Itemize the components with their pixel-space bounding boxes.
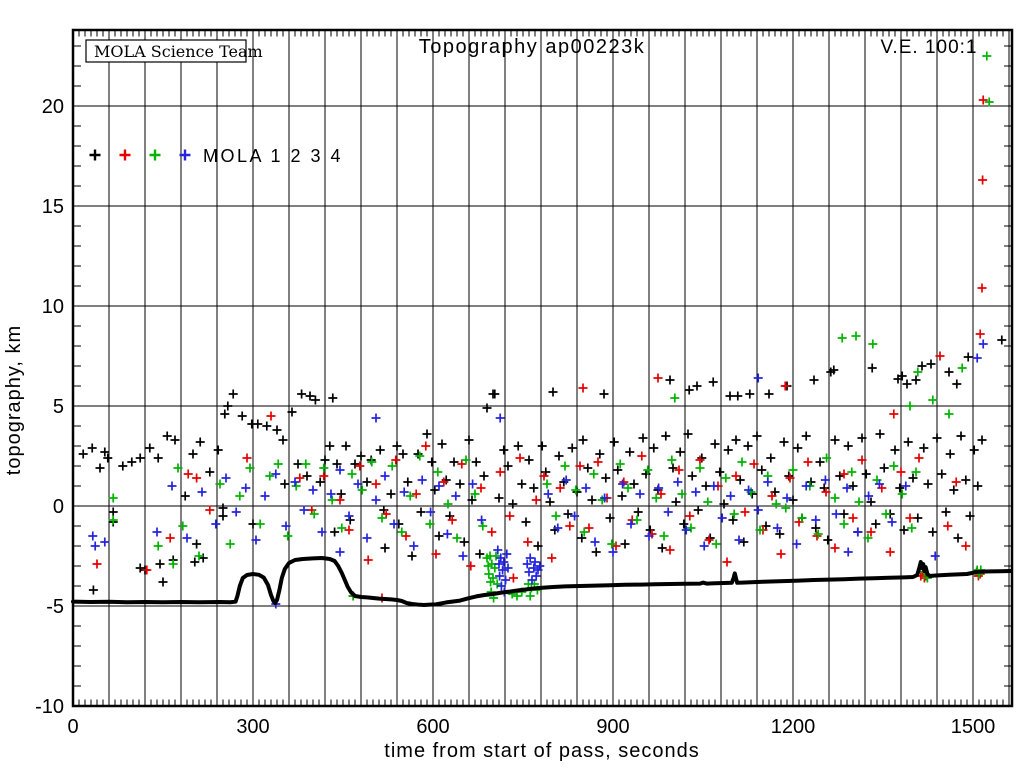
legend-plus-icon	[119, 149, 131, 161]
plus-markers	[88, 339, 988, 609]
y-axis-title: topography, km	[3, 325, 25, 475]
plot-frame	[71, 28, 1014, 708]
y-tick-label: 10	[42, 296, 64, 318]
plus-markers	[92, 95, 988, 603]
x-tick-label: 0	[67, 716, 78, 738]
y-tick-label: 5	[53, 396, 64, 418]
x-tick-label: 900	[596, 716, 629, 738]
x-tick-label: 600	[416, 716, 449, 738]
legend: MOLA 1 2 3 4	[89, 146, 343, 166]
series-mola-1	[78, 335, 1007, 595]
series-mola-3	[108, 51, 994, 603]
ground-track-line	[71, 556, 1013, 607]
y-tick-label: 20	[42, 96, 64, 118]
x-tick-label: 300	[236, 716, 269, 738]
x-tick-label: 1200	[771, 716, 816, 738]
x-axis-title: time from start of pass, seconds	[384, 740, 699, 762]
y-tick-label: 15	[42, 196, 64, 218]
team-box	[85, 39, 247, 63]
legend-plus-icon	[89, 149, 101, 161]
plus-markers	[78, 335, 1007, 595]
team-box-label: MOLA Science Team	[94, 42, 263, 61]
series-mola-4	[88, 339, 988, 609]
legend-label: MOLA 1 2 3 4	[203, 146, 343, 166]
ground-track-path	[71, 556, 1013, 607]
vertical-exaggeration-label: V.E. 100:1	[881, 37, 978, 58]
legend-plus-icons	[89, 149, 191, 161]
legend-plus-icon	[149, 149, 161, 161]
scatter-points	[78, 51, 1007, 609]
plus-markers	[108, 51, 994, 603]
y-tick-label: -10	[35, 696, 64, 718]
gridlines	[73, 30, 1012, 706]
series-mola-2	[92, 95, 988, 603]
tick-labels: 0 300 600 900 1200 1500 -10 -5 0 5 10 15 20	[35, 96, 995, 738]
x-tick-label: 1500	[951, 716, 996, 738]
legend-plus-icon	[179, 149, 191, 161]
chart-title: Topography ap00223k	[419, 36, 645, 58]
y-tick-label: -5	[46, 596, 64, 618]
y-tick-label: 0	[53, 496, 64, 518]
